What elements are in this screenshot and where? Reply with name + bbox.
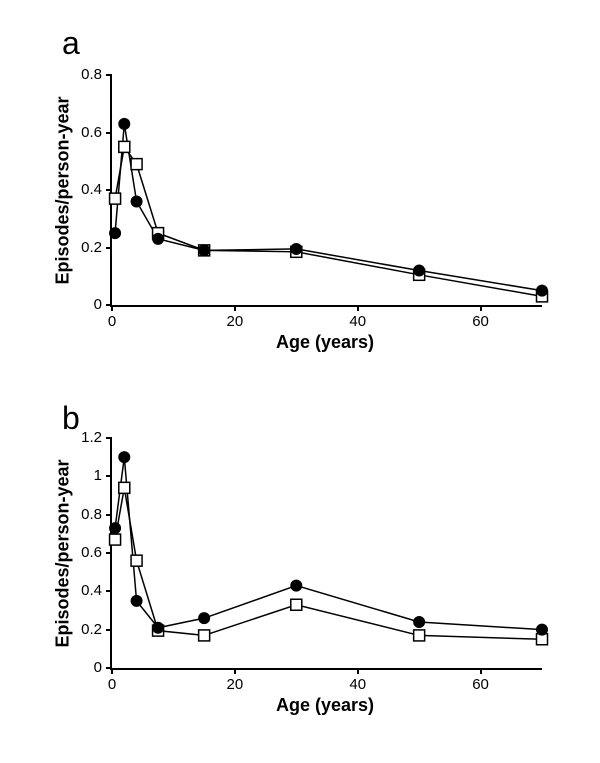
y-tick-label: 1.2: [62, 429, 102, 446]
series-line: [115, 457, 542, 630]
marker-circle: [131, 196, 143, 208]
marker-circle: [536, 285, 548, 297]
marker-circle: [118, 118, 130, 130]
x-tick-label: 20: [220, 676, 250, 693]
y-tick: [106, 514, 112, 516]
marker-circle: [131, 595, 143, 607]
x-tick: [480, 668, 482, 674]
y-tick-label: 0.2: [62, 239, 102, 256]
marker-square: [131, 159, 142, 170]
x-tick-label: 60: [466, 313, 496, 330]
y-tick-label: 0.4: [62, 582, 102, 599]
marker-square: [119, 482, 130, 493]
panel-label-a: a: [62, 25, 80, 62]
y-tick: [106, 590, 112, 592]
y-tick-label: 0.6: [62, 544, 102, 561]
y-tick-label: 0: [62, 296, 102, 313]
x-tick: [357, 668, 359, 674]
x-tick: [111, 305, 113, 311]
y-tick: [106, 475, 112, 477]
y-tick: [106, 132, 112, 134]
x-tick: [357, 305, 359, 311]
x-tick-label: 60: [466, 676, 496, 693]
x-axis-label-a: Age (years): [110, 332, 540, 353]
series-line: [115, 124, 542, 291]
marker-circle: [118, 451, 130, 463]
chart-svg-b: [112, 438, 542, 668]
marker-circle: [198, 612, 210, 624]
marker-square: [199, 630, 210, 641]
series-line: [115, 147, 542, 297]
x-tick: [234, 305, 236, 311]
marker-circle: [290, 243, 302, 255]
marker-square: [414, 630, 425, 641]
marker-circle: [109, 522, 121, 534]
x-tick: [111, 668, 113, 674]
marker-circle: [536, 624, 548, 636]
marker-circle: [290, 580, 302, 592]
y-tick: [106, 189, 112, 191]
marker-square: [110, 193, 121, 204]
marker-circle: [109, 227, 121, 239]
x-tick-label: 20: [220, 313, 250, 330]
plot-area-a: 00.20.40.60.80204060: [110, 75, 542, 307]
marker-circle: [198, 244, 210, 256]
chart-svg-a: [112, 75, 542, 305]
y-tick-label: 0.8: [62, 506, 102, 523]
x-tick-label: 40: [343, 676, 373, 693]
y-tick: [106, 437, 112, 439]
x-tick-label: 0: [97, 676, 127, 693]
y-tick-label: 0: [62, 659, 102, 676]
y-tick-label: 0.8: [62, 66, 102, 83]
marker-square: [119, 141, 130, 152]
y-tick-label: 0.6: [62, 124, 102, 141]
marker-square: [110, 534, 121, 545]
y-tick-label: 0.2: [62, 621, 102, 638]
x-tick: [480, 305, 482, 311]
x-axis-label-b: Age (years): [110, 695, 540, 716]
marker-circle: [413, 265, 425, 277]
x-tick: [234, 668, 236, 674]
figure: a Episodes/person-year Age (years) 00.20…: [0, 0, 600, 763]
y-tick: [106, 247, 112, 249]
y-tick: [106, 629, 112, 631]
plot-area-b: 00.20.40.60.811.20204060: [110, 438, 542, 670]
x-tick-label: 40: [343, 313, 373, 330]
marker-circle: [413, 616, 425, 628]
marker-circle: [152, 233, 164, 245]
y-tick: [106, 552, 112, 554]
marker-circle: [152, 622, 164, 634]
series-line: [115, 488, 542, 639]
marker-square: [291, 599, 302, 610]
x-tick-label: 0: [97, 313, 127, 330]
y-tick-label: 1: [62, 467, 102, 484]
y-tick-label: 0.4: [62, 181, 102, 198]
y-tick: [106, 74, 112, 76]
marker-square: [131, 555, 142, 566]
